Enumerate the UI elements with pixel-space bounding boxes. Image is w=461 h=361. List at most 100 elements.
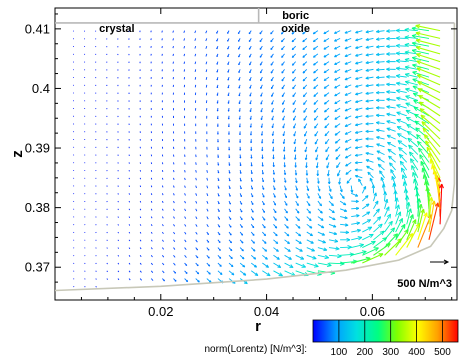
- vector-arrow: [313, 61, 319, 66]
- vector-arrow: [411, 33, 430, 39]
- vector-arrow: [173, 193, 175, 196]
- vector-arrow: [396, 126, 407, 132]
- vector-arrow: [428, 202, 440, 240]
- vector-arrow: [405, 87, 418, 94]
- vector-arrow: [150, 193, 153, 196]
- vector-arrow: [404, 57, 418, 63]
- vector-arrow: [317, 262, 332, 268]
- vector-arrow: [250, 231, 255, 236]
- vector-arrow: [355, 76, 363, 80]
- vector-arrow: [262, 239, 267, 244]
- vector-arrow: [228, 131, 230, 135]
- vector-arrow: [362, 226, 373, 233]
- vector-arrow: [239, 177, 242, 182]
- vector-arrow: [106, 231, 108, 234]
- vector-arrow: [216, 53, 219, 58]
- vector-arrow: [271, 115, 274, 121]
- vector-arrow: [228, 185, 231, 190]
- vector-arrow: [261, 170, 264, 175]
- vector-arrow: [411, 26, 430, 32]
- vector-arrow: [217, 154, 220, 158]
- vector-arrow: [272, 146, 275, 152]
- vector-arrow: [183, 38, 186, 41]
- vector-arrow: [425, 140, 441, 163]
- vector-arrow: [227, 108, 230, 112]
- vector-arrow: [312, 45, 319, 50]
- vector-arrow: [375, 75, 385, 80]
- vector-arrow: [271, 139, 275, 144]
- vector-arrow: [217, 146, 219, 151]
- vector-arrow: [173, 231, 176, 235]
- vector-arrow: [293, 138, 297, 145]
- vector-arrow: [395, 51, 407, 56]
- vector-arrow: [292, 76, 297, 82]
- vector-arrow: [334, 76, 341, 81]
- vector-arrow: [325, 154, 330, 161]
- vector-arrow: [260, 131, 263, 136]
- vector-arrow: [302, 45, 308, 51]
- vector-arrow: [206, 193, 209, 197]
- vector-arrow: [340, 216, 348, 220]
- vector-arrow: [396, 89, 407, 94]
- vector-arrow: [206, 239, 210, 243]
- vector-arrow: [334, 130, 341, 136]
- vector-arrow: [184, 255, 187, 258]
- vector-arrow: [261, 185, 265, 190]
- vector-arrow: [117, 231, 119, 234]
- vector-arrow: [150, 247, 153, 250]
- vector-arrow: [250, 170, 253, 175]
- vector-arrow: [346, 177, 352, 184]
- vector-arrow: [249, 123, 252, 128]
- vector-arrow: [365, 159, 374, 163]
- vector-arrow: [344, 115, 352, 120]
- vector-arrow: [328, 239, 339, 243]
- vector-arrow: [323, 53, 330, 58]
- vector-arrow: [239, 247, 244, 252]
- vector-arrow: [395, 28, 407, 33]
- wall-profile-line: [54, 22, 456, 292]
- vector-arrow: [261, 162, 264, 167]
- vector-arrow: [395, 218, 403, 233]
- vector-arrow: [250, 247, 256, 252]
- vector-arrow: [260, 100, 263, 105]
- vector-arrow: [418, 101, 441, 117]
- vector-arrow: [283, 162, 286, 168]
- vector-arrow: [410, 158, 419, 171]
- vector-arrow: [365, 84, 374, 88]
- vector-arrow: [206, 216, 209, 220]
- vector-arrow: [365, 137, 374, 141]
- vector-arrow: [383, 191, 387, 202]
- vector-arrow: [238, 45, 241, 50]
- vector-arrow: [406, 123, 419, 132]
- vector-arrow: [150, 208, 153, 211]
- vector-arrow: [239, 131, 241, 136]
- vector-arrow: [261, 208, 266, 213]
- vector-arrow: [216, 30, 219, 34]
- vector-arrow: [302, 30, 308, 35]
- reference-vector-label: 500 N/m^3: [397, 278, 452, 290]
- vector-arrow: [238, 100, 241, 105]
- vector-arrow: [238, 115, 241, 120]
- vector-arrow: [284, 270, 296, 277]
- vector-arrow: [184, 239, 187, 243]
- vector-arrow: [339, 193, 345, 199]
- vector-arrow: [314, 138, 319, 145]
- vector-arrow: [326, 170, 330, 177]
- vector-arrow: [250, 154, 253, 159]
- vector-arrow: [312, 38, 319, 43]
- region-label: boric oxide: [281, 10, 310, 35]
- vector-arrow: [227, 53, 230, 58]
- vector-arrow: [273, 193, 276, 198]
- vector-arrow: [250, 193, 254, 198]
- x-axis-title: r: [255, 318, 261, 335]
- vector-arrow: [206, 262, 211, 267]
- vector-arrow: [282, 123, 285, 129]
- vector-arrow: [128, 278, 131, 281]
- vector-arrow: [205, 30, 208, 34]
- vector-arrow: [227, 100, 230, 104]
- vector-arrow: [413, 178, 419, 194]
- vector-arrow: [259, 30, 263, 35]
- vector-arrow: [283, 154, 286, 160]
- vector-arrow: [284, 185, 287, 191]
- vector-arrow: [205, 45, 208, 49]
